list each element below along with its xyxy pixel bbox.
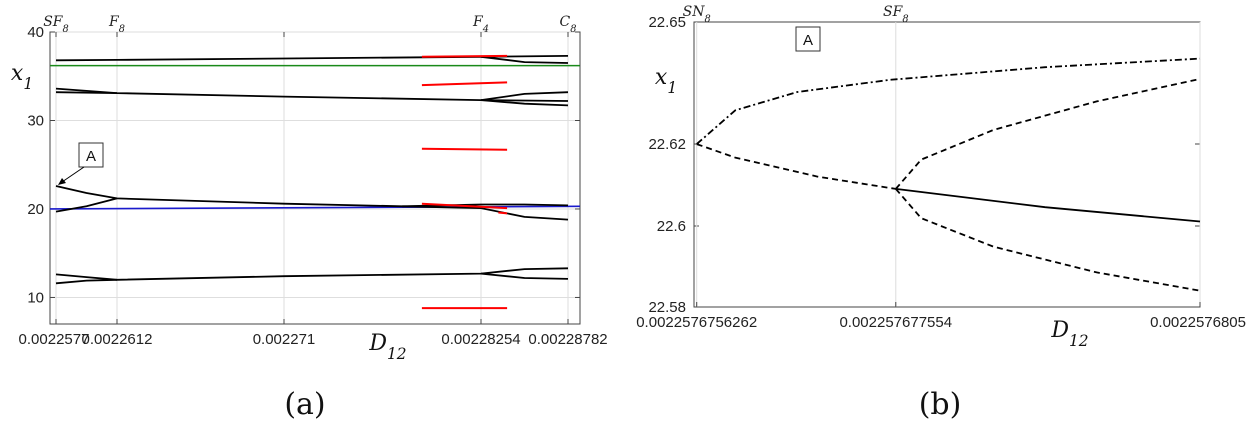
- x-axis-label: D12: [368, 331, 406, 363]
- bifurcation-point-label: SF8: [43, 14, 69, 35]
- y-axis-label: x1: [655, 65, 677, 97]
- bifurcation-point-label: F8: [108, 14, 125, 35]
- x-tick-label: 0.0022612: [82, 331, 153, 348]
- y-tick-label: 22.58: [648, 299, 686, 316]
- x-tick-label: 0.0022577: [19, 331, 90, 348]
- y-tick-label: 10: [27, 289, 44, 306]
- branch-curve: [55, 278, 118, 285]
- unstable-branch: [421, 202, 508, 210]
- y-axis-label: x1: [11, 61, 33, 93]
- x-tick-label: 0.0022576756262: [636, 314, 757, 331]
- bifurcation-point-label: C8: [560, 14, 577, 35]
- plot-frame: [693, 21, 1201, 308]
- y-tick-label: 40: [27, 24, 44, 41]
- unstable-branch: [421, 54, 508, 58]
- branch-curve: [55, 197, 118, 213]
- y-tick-label: 30: [27, 112, 44, 129]
- branch-curve: [55, 267, 569, 281]
- x-tick-label: 0.002257677554: [839, 314, 952, 331]
- y-tick-label: 22.65: [648, 14, 686, 31]
- unstable-branch: [421, 147, 508, 151]
- x-axis-label: D12: [1050, 318, 1088, 350]
- panel-label: (b): [919, 387, 962, 422]
- x-tick-label: 0.00228254: [441, 331, 520, 348]
- branch-curve: [480, 99, 569, 107]
- unstable-branch: [498, 211, 508, 215]
- y-tick-label: 22.6: [657, 218, 686, 235]
- branch-curve: [480, 55, 569, 64]
- annotation-label: A: [86, 148, 96, 165]
- bifurcation-point-label: F4: [472, 14, 489, 35]
- x-tick-label: 0.00228782: [528, 331, 607, 348]
- branch-curve: [55, 185, 569, 221]
- panel-label: (a): [284, 387, 325, 422]
- unstable-branch: [421, 81, 508, 87]
- annotation-box: [795, 26, 821, 52]
- branch-curve: [480, 272, 569, 280]
- branch-curve: [55, 91, 118, 94]
- branch-curve: [55, 87, 569, 102]
- bifurcation-point-label: SF8: [883, 4, 909, 25]
- y-tick-label: 22.62: [648, 136, 686, 153]
- annotation-arrowhead: [58, 178, 66, 185]
- branch-curve: [55, 55, 569, 62]
- annotation-box: [78, 142, 104, 168]
- y-tick-label: 20: [27, 201, 44, 218]
- annotation-arrow: [61, 166, 85, 183]
- unstable-branch: [895, 78, 1201, 190]
- annotation-label: A: [803, 32, 813, 49]
- bifurcation-point-label: SN8: [683, 4, 711, 25]
- branch-curve: [480, 91, 569, 101]
- chart-panel-b: 22.58 22.6 22.62 22.65 0.0022576756262 0.0022…: [636, 4, 1246, 422]
- unstable-branch: [696, 143, 896, 190]
- x-tick-label: 0.002271: [253, 331, 316, 348]
- unstable-branch: [895, 188, 1201, 292]
- x-tick-label: 0.0022576805: [1150, 314, 1246, 331]
- unstable-branch: [696, 57, 1201, 145]
- stable-branch: [895, 188, 1201, 223]
